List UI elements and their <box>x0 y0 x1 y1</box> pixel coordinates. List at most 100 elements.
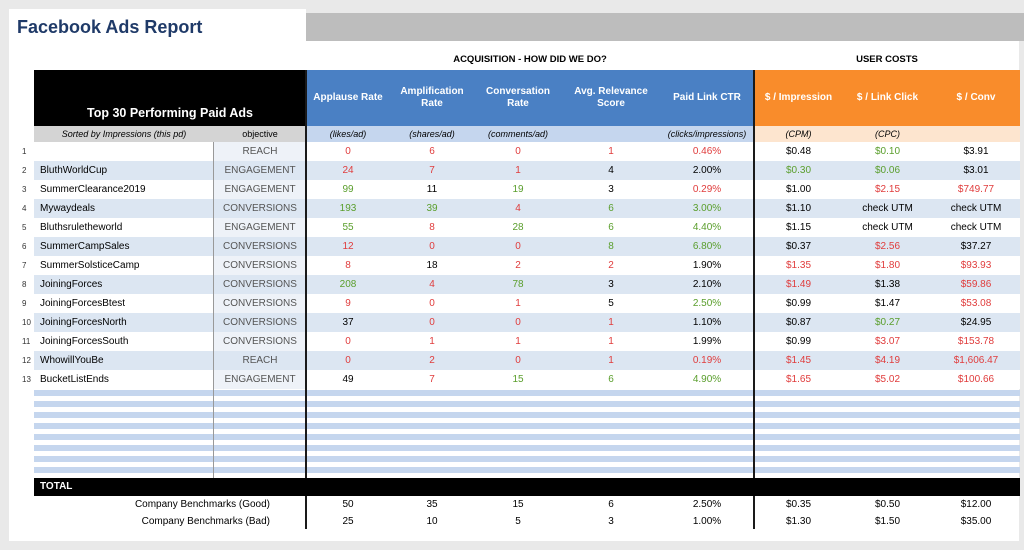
metric-cell[interactable]: 0 <box>429 298 435 309</box>
metric-cell[interactable]: 2 <box>429 355 435 366</box>
metric-cell[interactable]: 15 <box>512 374 524 385</box>
metric-cell[interactable]: 6.80% <box>692 241 722 252</box>
metric-cell[interactable]: 4 <box>608 165 614 176</box>
metric-cell[interactable]: $100.66 <box>957 374 995 385</box>
metric-cell[interactable]: $1,606.47 <box>953 355 999 366</box>
metric-cell[interactable]: 1 <box>515 336 521 347</box>
metric-cell[interactable]: $1.49 <box>785 279 812 290</box>
ad-name[interactable]: SummerCampSales <box>40 241 130 252</box>
metric-cell[interactable]: check UTM <box>950 203 1002 214</box>
metric-cell[interactable]: 7 <box>429 374 435 385</box>
metric-cell[interactable]: $153.78 <box>957 336 995 347</box>
metric-cell[interactable]: 6 <box>429 146 435 157</box>
metric-cell[interactable]: 1 <box>515 298 521 309</box>
metric-cell[interactable]: 0 <box>515 355 521 366</box>
metric-cell[interactable]: 28 <box>512 222 524 233</box>
metric-cell[interactable]: 0.46% <box>692 146 722 157</box>
metric-cell[interactable]: 8 <box>345 260 351 271</box>
table-row[interactable]: 12 WhowillYouBe REACH 0 2 0 1 0.19% $1.45 $4.19 $1… <box>0 351 1020 370</box>
ad-name[interactable]: Mywaydeals <box>40 203 96 214</box>
metric-cell[interactable]: 1 <box>608 355 614 366</box>
metric-cell[interactable]: 1 <box>608 317 614 328</box>
metric-cell[interactable]: $1.15 <box>785 222 812 233</box>
column-header-5[interactable]: $ / Impression <box>764 92 833 103</box>
metric-cell[interactable]: $93.93 <box>960 260 992 271</box>
metric-cell[interactable]: 7 <box>429 165 435 176</box>
ad-name[interactable]: Bluthsruletheworld <box>40 222 123 233</box>
metric-cell[interactable]: $0.27 <box>874 317 901 328</box>
table-row[interactable]: 10 JoiningForcesNorth CONVERSIONS 37 0 0 1 1.10… <box>0 313 1020 332</box>
metric-cell[interactable]: 8 <box>429 222 435 233</box>
metric-cell[interactable]: $1.00 <box>785 184 812 195</box>
metric-cell[interactable]: $1.38 <box>874 279 901 290</box>
metric-cell[interactable]: 2 <box>515 260 521 271</box>
ad-name[interactable]: WhowillYouBe <box>40 355 104 366</box>
metric-cell[interactable]: 39 <box>426 203 438 214</box>
metric-cell[interactable]: $0.37 <box>785 241 812 252</box>
metric-cell[interactable]: 2.10% <box>692 279 722 290</box>
metric-cell[interactable]: $59.86 <box>960 279 992 290</box>
metric-cell[interactable]: 0 <box>515 241 521 252</box>
metric-cell[interactable]: 12 <box>342 241 354 252</box>
table-row[interactable]: 9 JoiningForcesBtest CONVERSIONS 9 0 1 5 2.50% $… <box>0 294 1020 313</box>
metric-cell[interactable]: 11 <box>426 184 438 195</box>
metric-cell[interactable]: $3.07 <box>874 336 901 347</box>
metric-cell[interactable]: $24.95 <box>960 317 992 328</box>
metric-cell[interactable]: 6 <box>608 203 614 214</box>
metric-cell[interactable]: 3.00% <box>692 203 722 214</box>
metric-cell[interactable]: $37.27 <box>960 241 992 252</box>
table-row[interactable]: 4 Mywaydeals CONVERSIONS 193 39 4 6 3.00% $1.10 c… <box>0 199 1020 218</box>
ad-name[interactable]: SummerSolsticeCamp <box>40 260 140 271</box>
metric-cell[interactable]: $0.30 <box>785 165 812 176</box>
metric-cell[interactable]: $1.47 <box>874 298 901 309</box>
metric-cell[interactable]: $5.02 <box>874 374 901 385</box>
metric-cell[interactable]: $0.87 <box>785 317 812 328</box>
metric-cell[interactable]: 0 <box>345 355 351 366</box>
metric-cell[interactable]: $1.80 <box>874 260 901 271</box>
metric-cell[interactable]: 0 <box>345 336 351 347</box>
ad-name[interactable]: JoiningForces <box>40 279 103 290</box>
metric-cell[interactable]: $1.10 <box>785 203 812 214</box>
metric-cell[interactable]: 4 <box>515 203 521 214</box>
metric-cell[interactable]: $4.19 <box>874 355 901 366</box>
metric-cell[interactable]: 1.99% <box>692 336 722 347</box>
metric-cell[interactable]: 99 <box>342 184 354 195</box>
table-row[interactable]: 8 JoiningForces CONVERSIONS 208 4 78 3 2.10% $1.… <box>0 275 1020 294</box>
metric-cell[interactable]: 0.29% <box>692 184 722 195</box>
metric-cell[interactable]: $2.15 <box>874 184 901 195</box>
column-header-3[interactable]: Avg. Relevance Score <box>574 86 648 109</box>
metric-cell[interactable]: 55 <box>342 222 354 233</box>
metric-cell[interactable]: 3 <box>608 279 614 290</box>
metric-cell[interactable]: $0.06 <box>874 165 901 176</box>
metric-cell[interactable]: 0.19% <box>692 355 722 366</box>
metric-cell[interactable]: 1.10% <box>692 317 722 328</box>
metric-cell[interactable]: 9 <box>345 298 351 309</box>
metric-cell[interactable]: 5 <box>608 298 614 309</box>
metric-cell[interactable]: $0.10 <box>874 146 901 157</box>
table-row[interactable]: 11 JoiningForcesSouth CONVERSIONS 0 1 1 1 1.99%… <box>0 332 1020 351</box>
metric-cell[interactable]: 4.90% <box>692 374 722 385</box>
metric-cell[interactable]: $1.45 <box>785 355 812 366</box>
metric-cell[interactable]: $3.91 <box>963 146 989 157</box>
metric-cell[interactable]: 8 <box>608 241 614 252</box>
metric-cell[interactable]: $0.48 <box>785 146 812 157</box>
column-header-0[interactable]: Applause Rate <box>313 92 383 103</box>
metric-cell[interactable]: 1 <box>429 336 435 347</box>
metric-cell[interactable]: 0 <box>515 317 521 328</box>
metric-cell[interactable]: 24 <box>342 165 354 176</box>
metric-cell[interactable]: 2.50% <box>692 298 722 309</box>
metric-cell[interactable]: 0 <box>429 241 435 252</box>
metric-cell[interactable]: 2.00% <box>692 165 722 176</box>
metric-cell[interactable]: 37 <box>342 317 354 328</box>
table-row[interactable]: 7 SummerSolsticeCamp CONVERSIONS 8 18 2 2 1.90%… <box>0 256 1020 275</box>
metric-cell[interactable]: 0 <box>515 146 521 157</box>
column-header-1[interactable]: Amplification Rate <box>400 86 464 109</box>
metric-cell[interactable]: 0 <box>345 146 351 157</box>
ad-name[interactable]: SummerClearance2019 <box>40 184 146 195</box>
metric-cell[interactable]: 208 <box>339 279 357 290</box>
metric-cell[interactable]: $1.35 <box>785 260 812 271</box>
table-row[interactable]: 13 BucketListEnds ENGAGEMENT 49 7 15 6 4.90% $1.… <box>0 370 1020 389</box>
table-row[interactable]: 3 SummerClearance2019 ENGAGEMENT 99 11 19 3 0.2… <box>0 180 1020 199</box>
ad-name[interactable]: JoiningForcesNorth <box>40 317 127 328</box>
metric-cell[interactable]: check UTM <box>862 203 913 214</box>
